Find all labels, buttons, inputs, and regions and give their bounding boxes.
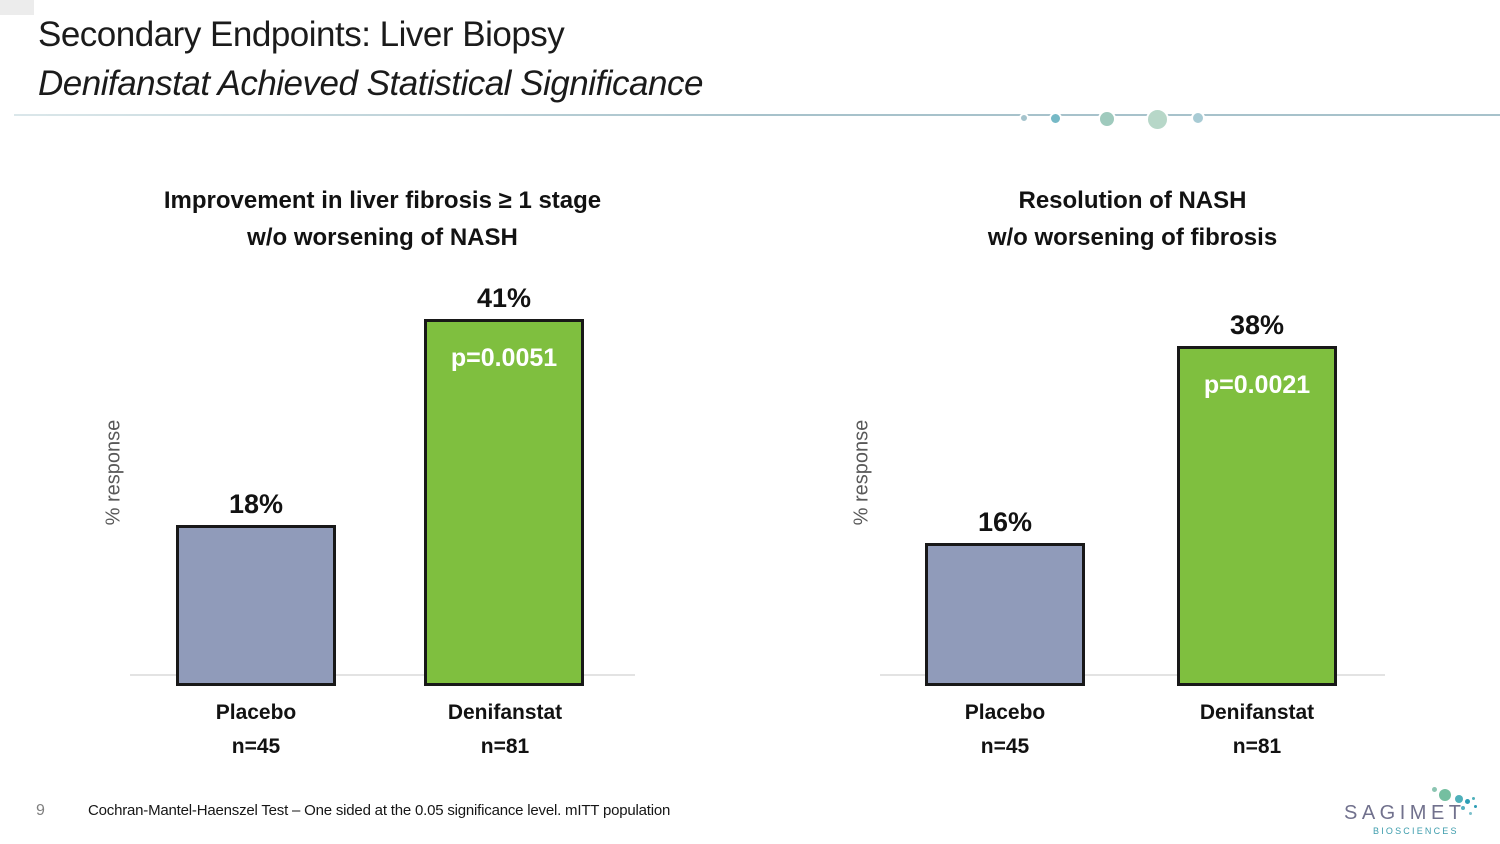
logo-subtext: BIOSCIENCES <box>1373 826 1459 836</box>
decorative-dot <box>1464 798 1470 804</box>
bar-value-label: 41% <box>476 283 532 313</box>
sagimet-logo: SAGIMET BIOSCIENCES <box>1344 802 1466 836</box>
bar-group-placebo: 18% <box>176 489 336 686</box>
corner-decoration <box>0 0 34 15</box>
decorative-dot <box>1461 806 1465 810</box>
chart-title-line2: w/o worsening of fibrosis <box>987 224 1278 251</box>
chart-fibrosis-improvement: Improvement in liver fibrosis ≥ 1 stage … <box>130 178 635 778</box>
category-label-placebo: Placebo n=45 <box>216 696 297 764</box>
bar-group-denifanstat: 38% p=0.0021 <box>1177 310 1337 686</box>
chart-title-line1: Resolution of NASH <box>1018 187 1247 214</box>
bar-placebo <box>925 543 1085 686</box>
category-name: Denifanstat <box>447 701 563 724</box>
category-n: n=81 <box>1232 735 1282 758</box>
bar-denifanstat: p=0.0051 <box>424 319 584 686</box>
decorative-dot <box>1191 111 1205 125</box>
category-n: n=45 <box>980 735 1030 758</box>
logo-wordmark: SAGIMET <box>1344 802 1466 824</box>
category-n: n=81 <box>480 735 530 758</box>
bar-value-label: 38% <box>1229 310 1285 340</box>
slide-header: Secondary Endpoints: Liver Biopsy Denifa… <box>38 10 703 108</box>
slide-title: Secondary Endpoints: Liver Biopsy <box>38 15 565 54</box>
bar-value-label: 16% <box>977 507 1033 537</box>
chart-title-line1: Improvement in liver fibrosis ≥ 1 stage <box>163 187 602 214</box>
bar-group-denifanstat: 41% p=0.0051 <box>424 283 584 686</box>
chart-title: Improvement in liver fibrosis ≥ 1 stage … <box>164 182 601 256</box>
decorative-dot <box>1455 795 1463 803</box>
y-axis-label-left: % response <box>102 419 125 526</box>
decorative-dot <box>1468 811 1472 815</box>
decorative-dot <box>1439 789 1451 801</box>
footnote: Cochran-Mantel-Haenszel Test – One sided… <box>88 802 671 819</box>
decorative-dot <box>1473 804 1477 808</box>
category-n: n=45 <box>231 735 281 758</box>
y-axis-label-right: % response <box>850 419 873 526</box>
p-value-label: p=0.0051 <box>450 344 558 372</box>
category-label-denifanstat: Denifanstat n=81 <box>1200 696 1314 764</box>
decorative-dot <box>1048 111 1062 125</box>
bar-denifanstat: p=0.0021 <box>1177 346 1337 686</box>
category-name: Denifanstat <box>1199 701 1315 724</box>
category-label-denifanstat: Denifanstat n=81 <box>448 696 562 764</box>
page-number: 9 <box>36 802 45 819</box>
chart-title: Resolution of NASH w/o worsening of fibr… <box>988 182 1277 256</box>
chart-nash-resolution: Resolution of NASH w/o worsening of fibr… <box>880 178 1385 778</box>
category-label-placebo: Placebo n=45 <box>965 696 1046 764</box>
decorative-dot <box>1019 113 1029 123</box>
decorative-dot <box>1431 786 1437 792</box>
divider-line <box>14 114 1500 116</box>
chart-title-line2: w/o worsening of NASH <box>247 224 518 251</box>
decorative-dot <box>1145 107 1169 131</box>
p-value-label: p=0.0021 <box>1203 371 1311 399</box>
bar-value-label: 18% <box>228 489 284 519</box>
x-axis-line <box>880 674 1385 676</box>
bar-group-placebo: 16% <box>925 507 1085 686</box>
slide-subtitle: Denifanstat Achieved Statistical Signifi… <box>38 64 703 103</box>
category-name: Placebo <box>964 701 1046 724</box>
category-name: Placebo <box>215 701 297 724</box>
x-axis-line <box>130 674 635 676</box>
bar-placebo <box>176 525 336 686</box>
decorative-dot <box>1471 796 1475 800</box>
decorative-dot <box>1098 110 1116 128</box>
